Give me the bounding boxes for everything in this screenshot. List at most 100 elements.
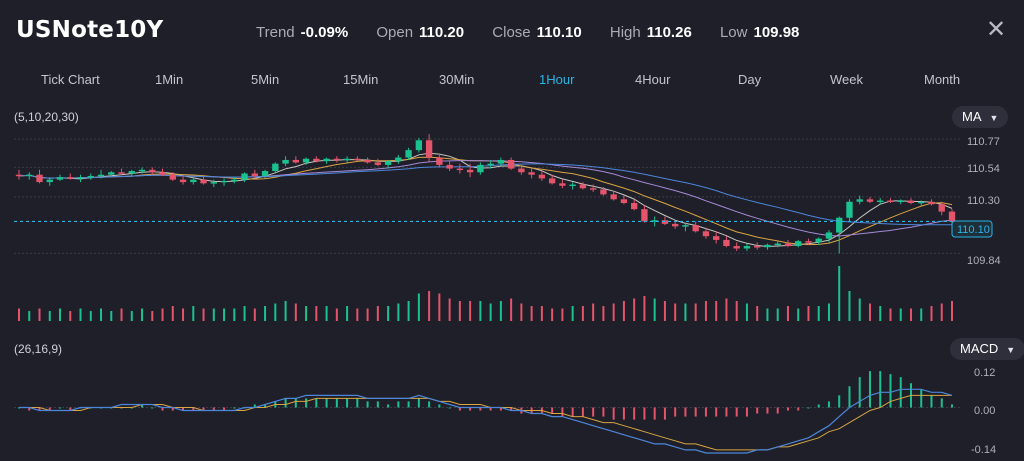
- timeframe-tabs: Tick Chart 1Min 5Min 15Min 30Min 1Hour 4…: [0, 72, 1024, 96]
- tab-week[interactable]: Week: [830, 72, 863, 87]
- candle-body: [26, 174, 33, 177]
- volume-bar: [38, 308, 41, 321]
- candle-body: [846, 201, 853, 218]
- volume-bar: [417, 293, 420, 321]
- candle-body: [610, 194, 617, 200]
- low-value: 109.98: [753, 24, 800, 41]
- macd-histogram-bar: [510, 407, 513, 411]
- close-icon[interactable]: ✕: [985, 16, 1007, 43]
- candle-body: [323, 158, 330, 162]
- chevron-down-icon: ▼: [989, 113, 999, 123]
- ma-indicator-dropdown[interactable]: MA ▼: [952, 106, 1009, 128]
- tab-day[interactable]: Day: [738, 72, 762, 87]
- candle-body: [251, 173, 258, 176]
- macd-histogram-bar: [417, 398, 420, 408]
- macd-histogram-bar: [633, 407, 636, 420]
- tab-1hour[interactable]: 1Hour: [539, 72, 575, 87]
- volume-bar: [315, 306, 318, 321]
- tab-tick-chart[interactable]: Tick Chart: [41, 72, 100, 87]
- macd-histogram-bar: [622, 407, 625, 420]
- macd-panel: [14, 371, 960, 454]
- price-label-4: 109.84: [967, 255, 1001, 267]
- volume-bar: [940, 303, 943, 321]
- volume-bar: [643, 296, 646, 321]
- tab-15min[interactable]: 15Min: [343, 72, 379, 87]
- ma30-line: [18, 163, 952, 226]
- ma-params: (5,10,20,30): [14, 110, 79, 124]
- macd-label-2: 0.00: [974, 405, 995, 417]
- candle-body: [641, 209, 648, 222]
- tab-1min[interactable]: 1Min: [155, 72, 184, 87]
- tab-4hour[interactable]: 4Hour: [635, 72, 671, 87]
- macd-histogram-bar: [776, 407, 779, 414]
- volume-bar: [745, 303, 748, 321]
- macd-histogram-bar: [28, 407, 31, 411]
- ma10-line: [18, 156, 953, 246]
- candle-body: [169, 174, 176, 180]
- candle-body: [466, 169, 474, 173]
- volume-bar: [499, 301, 502, 321]
- tab-5min[interactable]: 5Min: [251, 72, 280, 87]
- macd-histogram-bar: [571, 407, 574, 417]
- macd-histogram-bar: [387, 404, 390, 408]
- candle-body: [477, 164, 484, 173]
- tab-month[interactable]: Month: [924, 72, 961, 87]
- macd-histogram-bar: [612, 407, 615, 420]
- macd-indicator-label: MACD: [960, 341, 999, 356]
- candle-body: [220, 180, 228, 183]
- candle-body: [907, 200, 915, 203]
- macd-histogram-bar: [725, 407, 728, 417]
- current-price-value: 110.10: [957, 224, 990, 236]
- macd-histogram-bar: [192, 407, 195, 411]
- candle-body: [15, 174, 23, 177]
- volume-bar: [171, 306, 174, 321]
- volume-bar: [376, 306, 379, 321]
- volume-bar: [756, 306, 759, 321]
- tab-30min[interactable]: 30Min: [439, 72, 475, 87]
- macd-params: (26,16,9): [14, 342, 63, 356]
- open-label: Open: [376, 24, 414, 41]
- macd-histogram-bar: [438, 404, 441, 408]
- candle-body: [272, 163, 279, 172]
- macd-histogram-bar: [448, 407, 451, 409]
- volume-bar: [356, 308, 359, 321]
- trend-value: -0.09%: [300, 24, 349, 41]
- macd-histogram-bar: [376, 401, 379, 408]
- candle-body: [948, 211, 956, 222]
- volume-bar: [868, 303, 871, 321]
- volume-bar: [212, 308, 215, 321]
- volume-bar: [858, 298, 861, 321]
- symbol-title: USNote10Y: [16, 17, 164, 43]
- macd-indicator-dropdown[interactable]: MACD ▼: [950, 338, 1024, 360]
- volume-bar: [305, 306, 308, 321]
- macd-histogram-bar: [756, 407, 759, 414]
- macd-histogram-bar: [59, 407, 62, 409]
- volume-bar: [182, 308, 185, 321]
- volume-bar: [510, 298, 513, 321]
- volume-bar: [663, 301, 666, 321]
- candle-body: [395, 157, 402, 162]
- high-stat: High 110.26: [610, 24, 692, 41]
- candle-body: [497, 159, 505, 164]
- candle-body: [723, 239, 730, 247]
- candle-body: [682, 225, 689, 227]
- macd-histogram-bar: [786, 407, 789, 411]
- ma-indicator-label: MA: [962, 109, 982, 124]
- macd-histogram-bar: [305, 398, 308, 408]
- candle-body: [159, 172, 166, 175]
- volume-bar: [530, 306, 533, 321]
- open-value: 110.20: [419, 24, 465, 41]
- volume-bar: [264, 306, 267, 321]
- candle-body: [630, 203, 638, 210]
- volume-bar: [294, 303, 297, 321]
- volume-bar: [930, 306, 933, 321]
- candle-body: [548, 178, 556, 184]
- volume-bar: [909, 308, 912, 321]
- candle-body: [620, 199, 628, 203]
- volume-bar: [253, 308, 256, 321]
- macd-histogram-bar: [848, 386, 851, 408]
- candle-body: [210, 182, 217, 184]
- volume-bar: [602, 306, 605, 321]
- candle-body: [456, 168, 464, 171]
